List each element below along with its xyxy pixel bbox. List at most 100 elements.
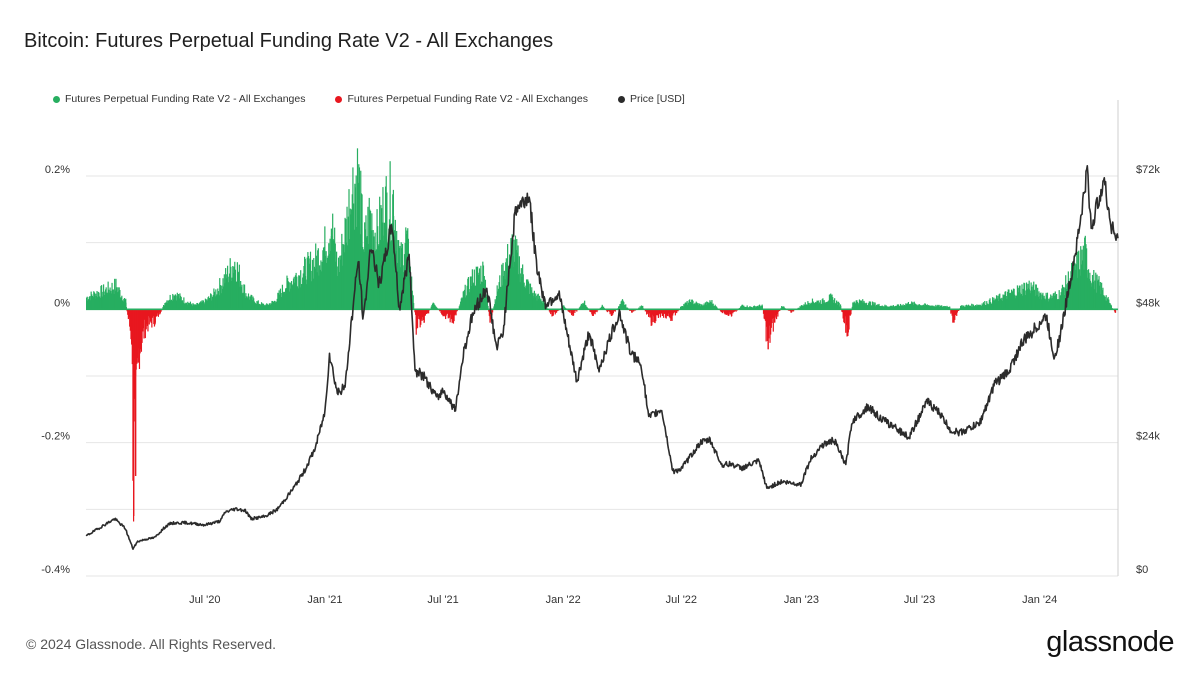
funding-bar-positive (807, 301, 809, 310)
funding-rate-point (888, 306, 891, 310)
funding-bar-positive (1022, 295, 1024, 310)
funding-bar-positive (687, 304, 689, 310)
funding-bar-positive (162, 306, 164, 310)
funding-bar-positive (521, 276, 523, 310)
funding-bar-positive (266, 303, 268, 310)
funding-bar-negative (773, 309, 775, 319)
funding-bar-negative (770, 309, 772, 335)
funding-bar-positive (183, 303, 186, 310)
funding-bar-positive (370, 230, 372, 310)
funding-bar-positive (533, 290, 535, 310)
funding-bar-positive (1086, 270, 1088, 310)
funding-rate-point (821, 302, 824, 310)
funding-bar-negative (658, 309, 660, 314)
funding-bar-positive (339, 259, 342, 310)
funding-bar-positive (361, 194, 363, 310)
funding-bar-positive (270, 304, 272, 310)
funding-bar-positive (366, 237, 368, 310)
funding-bar-positive (625, 304, 627, 310)
funding-bar-positive (104, 291, 106, 310)
funding-bar-positive (1054, 291, 1056, 310)
funding-bar-positive (202, 300, 205, 310)
funding-bar-negative (772, 309, 774, 319)
funding-bar-positive (309, 263, 311, 310)
funding-bar-negative (570, 309, 572, 314)
funding-bar-negative (728, 309, 731, 313)
funding-bar-positive (289, 282, 291, 310)
funding-bar-positive (1070, 271, 1072, 310)
funding-bar-negative (730, 309, 732, 315)
funding-bar-negative (792, 309, 795, 312)
funding-bar-positive (281, 296, 283, 310)
funding-bar-positive (818, 303, 820, 310)
funding-rate-point (294, 282, 296, 310)
funding-rate-point (960, 306, 962, 310)
funding-bar-positive (918, 304, 921, 310)
funding-bar-positive (586, 307, 588, 310)
funding-bar-positive (199, 302, 201, 310)
funding-bar-negative (454, 309, 456, 316)
funding-bar-positive (485, 294, 487, 310)
funding-bar-positive (927, 305, 929, 310)
funding-bar-negative (136, 309, 138, 364)
funding-bar-positive (226, 265, 229, 310)
funding-bar-negative (422, 309, 424, 318)
funding-bar-negative (613, 309, 615, 312)
funding-bar-negative (789, 309, 791, 312)
funding-bar-positive (697, 305, 699, 310)
funding-bar-positive (745, 306, 747, 310)
funding-bar-positive (244, 298, 246, 310)
funding-bar-positive (267, 304, 269, 310)
funding-bar-negative (144, 309, 146, 339)
funding-bar-positive (230, 280, 233, 310)
funding-bar-negative (589, 309, 591, 312)
funding-bar-positive (319, 269, 321, 310)
funding-bar-positive (856, 300, 858, 310)
funding-bar-positive (809, 303, 812, 310)
funding-bar-positive (247, 298, 249, 310)
glassnode-logo[interactable]: glassnode (1046, 626, 1174, 658)
funding-bar-positive (242, 292, 244, 310)
funding-bar-positive (1042, 297, 1045, 310)
funding-bar-positive (119, 290, 121, 310)
funding-bar-positive (166, 300, 168, 310)
funding-bar-positive (538, 298, 540, 310)
legend-item-funding-negative[interactable]: Futures Perpetual Funding Rate V2 - All … (335, 93, 588, 105)
funding-bar-positive (1098, 276, 1100, 310)
funding-bar-positive (945, 306, 947, 310)
funding-bar-positive (380, 205, 382, 310)
legend-item-price[interactable]: Price [USD] (617, 93, 685, 105)
funding-bar-positive (912, 302, 914, 310)
funding-rate-point (847, 309, 849, 336)
funding-bar-positive (360, 170, 362, 310)
funding-bar-negative (664, 309, 667, 318)
funding-bar-positive (993, 300, 996, 310)
funding-bar-negative (668, 309, 671, 318)
funding-bar-positive (189, 302, 191, 310)
funding-bar-positive (272, 301, 274, 310)
funding-bar-positive (804, 304, 806, 310)
funding-bar-positive (366, 236, 368, 310)
funding-bar-positive (170, 299, 173, 310)
funding-bar-positive (183, 297, 185, 310)
funding-bar-positive (864, 302, 866, 310)
funding-bar-negative (659, 309, 661, 315)
funding-bar-positive (931, 305, 934, 310)
funding-bar-positive (546, 306, 548, 310)
funding-bar-positive (693, 303, 695, 310)
funding-bar-positive (562, 305, 564, 310)
funding-bar-positive (341, 233, 343, 310)
funding-rate-point (830, 299, 833, 310)
funding-bar-positive (435, 307, 438, 310)
funding-bar-positive (520, 268, 522, 310)
funding-bar-negative (609, 309, 611, 315)
funding-bar-negative (148, 309, 150, 325)
funding-bar-negative (492, 309, 494, 313)
legend-item-funding-positive[interactable]: Futures Perpetual Funding Rate V2 - All … (53, 93, 305, 105)
funding-bar-positive (518, 274, 520, 310)
funding-bar-positive (113, 293, 115, 310)
funding-bar-negative (419, 309, 421, 328)
funding-bar-positive (1063, 295, 1066, 310)
funding-bar-negative (414, 309, 416, 313)
funding-bar-negative (657, 309, 659, 316)
